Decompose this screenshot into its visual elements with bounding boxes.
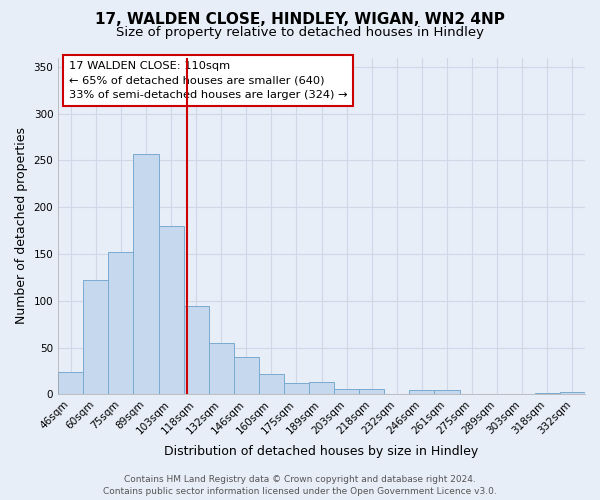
Bar <box>359 389 385 394</box>
Bar <box>234 357 259 395</box>
Bar <box>560 392 585 394</box>
Bar <box>434 390 460 394</box>
Bar <box>158 226 184 394</box>
Text: Size of property relative to detached houses in Hindley: Size of property relative to detached ho… <box>116 26 484 39</box>
Text: 17, WALDEN CLOSE, HINDLEY, WIGAN, WN2 4NP: 17, WALDEN CLOSE, HINDLEY, WIGAN, WN2 4N… <box>95 12 505 28</box>
X-axis label: Distribution of detached houses by size in Hindley: Distribution of detached houses by size … <box>164 444 479 458</box>
Bar <box>334 389 359 394</box>
Y-axis label: Number of detached properties: Number of detached properties <box>15 128 28 324</box>
Bar <box>259 374 284 394</box>
Bar <box>184 306 209 394</box>
Bar <box>83 280 109 394</box>
Bar <box>409 390 434 394</box>
Bar <box>209 343 234 394</box>
Bar <box>309 382 334 394</box>
Bar <box>133 154 158 394</box>
Bar <box>109 252 133 394</box>
Bar <box>284 383 309 394</box>
Bar <box>535 392 560 394</box>
Text: Contains HM Land Registry data © Crown copyright and database right 2024.
Contai: Contains HM Land Registry data © Crown c… <box>103 474 497 496</box>
Bar <box>58 372 83 394</box>
Text: 17 WALDEN CLOSE: 110sqm
← 65% of detached houses are smaller (640)
33% of semi-d: 17 WALDEN CLOSE: 110sqm ← 65% of detache… <box>69 61 347 100</box>
